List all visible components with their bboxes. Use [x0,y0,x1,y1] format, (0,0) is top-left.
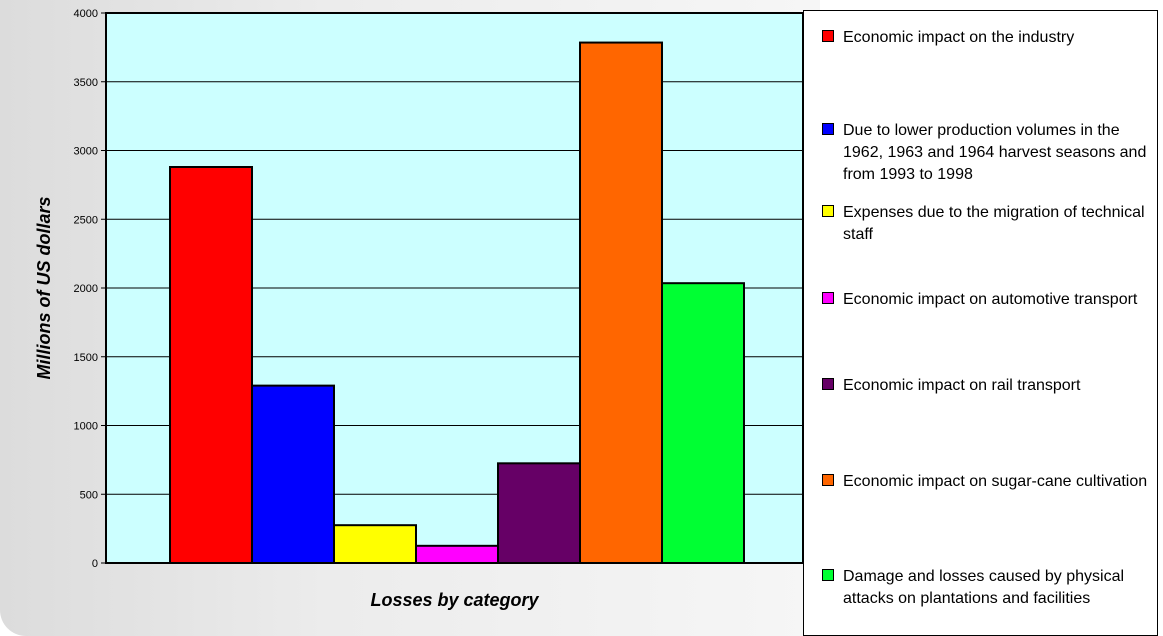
legend-swatch [822,292,834,304]
bar-2 [251,384,335,564]
bar-5 [497,462,581,564]
legend-swatch [822,205,834,217]
y-tick-labels: 0 500 1000 1500 2000 2500 3000 3500 4000 [74,8,106,570]
legend-label: Economic impact on rail transport [843,377,1081,394]
legend: Economic impact on the industry Due to lo… [803,10,1158,636]
y-axis-title: Millions of US dollars [34,196,54,379]
bar-4 [415,544,499,564]
legend-label: Economic impact on automotive transport [843,291,1138,308]
legend-swatch [822,474,834,486]
y-tick-label: 0 [92,558,98,570]
legend-swatch [822,30,834,42]
legend-item: Economic impact on rail transport [822,375,1152,397]
bar-3 [333,524,417,564]
legend-item: Expenses due to the migration of technic… [822,202,1152,246]
legend-label: Due to lower production volumes in the 1… [843,122,1147,183]
legend-label: Expenses due to the migration of technic… [843,204,1145,243]
legend-item: Due to lower production volumes in the 1… [822,120,1152,186]
bar-6 [579,41,663,564]
legend-item: Economic impact on sugar-cane cultivatio… [822,471,1152,493]
y-tick-label: 3500 [74,77,98,89]
bar-chart: 0 500 1000 1500 2000 2500 3000 3500 4000 Million… [34,8,804,610]
legend-item: Damage and losses caused by physical att… [822,566,1152,610]
x-axis-title: Losses by category [370,590,539,610]
legend-item: Economic impact on automotive transport [822,289,1152,311]
y-tick-label: 4000 [74,8,98,20]
legend-swatch [822,378,834,390]
bar-7 [661,282,745,564]
legend-label: Economic impact on the industry [843,29,1075,46]
bars [169,41,745,564]
chart-area: 0 500 1000 1500 2000 2500 3000 3500 4000 Million… [0,0,820,636]
legend-swatch [822,123,834,135]
legend-label: Economic impact on sugar-cane cultivatio… [843,473,1148,490]
y-tick-label: 2500 [74,214,98,226]
legend-label: Damage and losses caused by physical att… [843,568,1125,607]
y-tick-label: 1500 [74,352,98,364]
y-tick-label: 2000 [74,283,98,295]
y-tick-label: 3000 [74,146,98,158]
y-tick-label: 500 [80,489,98,501]
bar-1 [169,166,253,564]
y-tick-label: 1000 [74,421,98,433]
legend-item: Economic impact on the industry [822,27,1152,49]
legend-swatch [822,569,834,581]
